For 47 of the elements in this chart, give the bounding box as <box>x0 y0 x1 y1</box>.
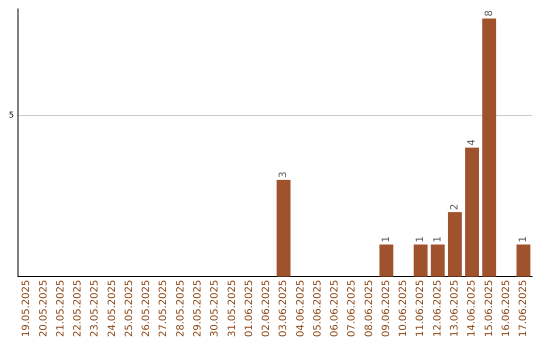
bar <box>430 244 445 277</box>
x-tick-label: 28.05.2025 <box>175 280 186 338</box>
x-tick-label: 24.05.2025 <box>106 280 118 338</box>
data-label: 3 <box>278 172 290 178</box>
x-tick-label: 19.05.2025 <box>21 280 32 338</box>
x-tick-label: 15.06.2025 <box>484 280 495 338</box>
x-tick-label: 26.05.2025 <box>141 280 152 338</box>
x-tick-label: 11.06.2025 <box>415 280 426 338</box>
x-tick-label: 07.06.2025 <box>346 280 358 338</box>
x-tick-label: 12.06.2025 <box>432 280 444 338</box>
x-tick-label: 17.06.2025 <box>518 280 530 338</box>
data-label: 4 <box>466 139 478 146</box>
x-tick-label: 04.06.2025 <box>295 280 306 338</box>
x-tick-label: 03.06.2025 <box>278 280 290 338</box>
y-tick-label: 5 <box>8 110 14 120</box>
bar <box>465 148 479 277</box>
data-label: 8 <box>484 10 495 16</box>
x-tick-label: 16.06.2025 <box>500 280 512 338</box>
bar <box>482 18 496 277</box>
x-tick-label: 09.06.2025 <box>380 280 392 338</box>
x-tick-label: 05.06.2025 <box>312 280 324 338</box>
x-tick-label: 22.05.2025 <box>72 280 84 338</box>
x-tick-label: 25.05.2025 <box>124 280 135 338</box>
x-tick-label: 01.06.2025 <box>244 280 255 338</box>
x-tick-label: 20.05.2025 <box>38 280 50 338</box>
bar <box>516 244 530 277</box>
x-tick-label: 02.06.2025 <box>261 280 272 338</box>
x-tick-label: 08.06.2025 <box>364 280 375 338</box>
x-tick-label: 14.06.2025 <box>466 280 478 338</box>
x-tick-label: 13.06.2025 <box>449 280 460 338</box>
data-label: 1 <box>380 236 392 242</box>
x-tick-label: 10.06.2025 <box>398 280 410 338</box>
x-tick-label: 23.05.2025 <box>90 280 101 338</box>
data-label: 2 <box>449 204 460 210</box>
x-tick-label: 06.06.2025 <box>330 280 341 338</box>
bar <box>276 180 291 277</box>
x-tick-label: 27.05.2025 <box>158 280 170 338</box>
bar <box>379 244 394 277</box>
data-label: 1 <box>432 236 444 242</box>
data-label: 1 <box>518 236 530 242</box>
x-tick-label: 29.05.2025 <box>192 280 204 338</box>
x-tick-label: 30.05.2025 <box>210 280 221 338</box>
x-tick-label: 21.05.2025 <box>55 280 66 338</box>
bar <box>448 212 462 277</box>
x-tick-label: 31.05.2025 <box>226 280 238 338</box>
bar <box>414 244 428 277</box>
data-label: 1 <box>415 236 426 242</box>
